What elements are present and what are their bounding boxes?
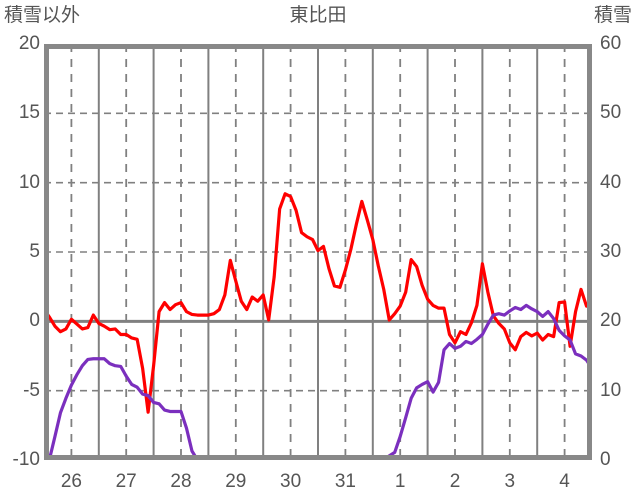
left-axis-tick: 15 <box>18 102 40 124</box>
left-axis-tick: 0 <box>29 310 40 332</box>
temperature-series-line <box>44 192 592 414</box>
x-axis-tick: 28 <box>170 471 192 492</box>
chart-title: 東比田 <box>289 5 347 26</box>
x-axis-tick: 2 <box>449 471 461 492</box>
grid-layer <box>44 44 592 460</box>
x-axis-tick: 29 <box>225 471 247 492</box>
x-axis-tick: 1 <box>394 471 406 492</box>
x-axis-tick: 4 <box>559 471 570 492</box>
plot-canvas <box>44 44 592 460</box>
right-axis-tick: 30 <box>600 241 622 262</box>
plot-area <box>44 44 592 460</box>
left-axis-tick: -5 <box>23 379 40 401</box>
left-axis-unit-label: 積雪以外 <box>4 5 81 26</box>
right-axis-tick: 0 <box>600 449 611 470</box>
snow-depth-series-line <box>44 303 592 460</box>
x-axis-tick: 31 <box>334 471 356 492</box>
left-axis-tick: 20 <box>18 33 40 54</box>
series-layer <box>44 192 592 460</box>
right-axis-tick: 40 <box>600 171 622 193</box>
x-axis-tick: 27 <box>115 471 137 492</box>
right-axis-unit-label: 積雪 <box>593 5 632 26</box>
right-axis-tick: 10 <box>600 379 622 401</box>
right-axis-tick: 20 <box>600 310 622 332</box>
right-axis-tick: 50 <box>600 102 622 124</box>
x-axis-tick: 26 <box>60 471 82 492</box>
right-axis-tick: 60 <box>600 33 622 54</box>
x-axis-tick: 30 <box>280 471 302 492</box>
left-axis-tick: 5 <box>29 241 40 262</box>
x-axis-tick: 3 <box>504 471 516 492</box>
left-axis-tick: -10 <box>12 449 40 470</box>
left-axis-tick: 10 <box>18 171 40 193</box>
